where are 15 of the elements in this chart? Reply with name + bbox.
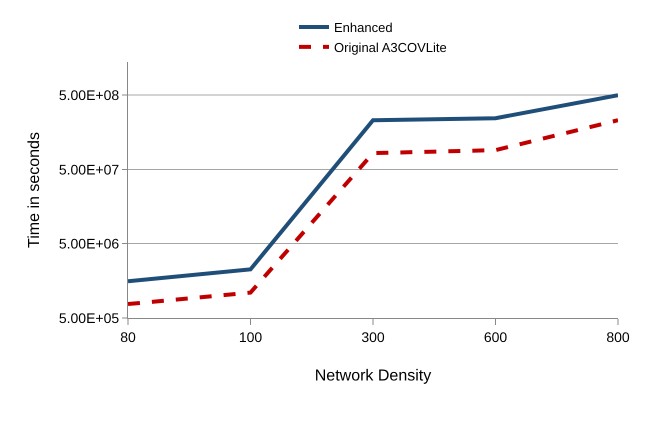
- x-axis-title: Network Density: [314, 368, 432, 384]
- legend-label: Original A3COVLite: [334, 40, 447, 55]
- x-tick-label: 80: [120, 328, 136, 345]
- line-series: [128, 93, 618, 284]
- y-axis-title: Time in seconds: [26, 132, 43, 248]
- x-tick-label: 800: [606, 328, 630, 345]
- x-tick-label: 600: [484, 328, 508, 345]
- y-tick-label: 5.00E+08: [58, 87, 120, 104]
- line-series: [128, 118, 618, 306]
- y-tick-label: 5.00E+07: [58, 161, 120, 178]
- legend-label: Enhanced: [334, 20, 393, 36]
- y-tick-label: 5.00E+06: [58, 236, 120, 252]
- x-tick-label: 300: [361, 328, 385, 345]
- x-tick-label: 100: [238, 328, 262, 345]
- y-tick-label: 5.00E+05: [58, 310, 120, 326]
